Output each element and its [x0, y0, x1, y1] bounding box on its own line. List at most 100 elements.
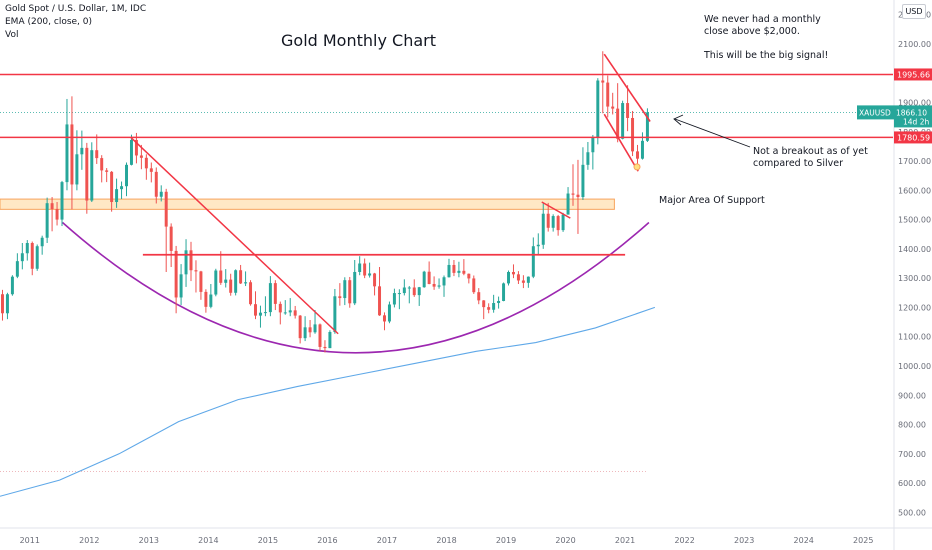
y-tick-label: 1500.00	[898, 216, 931, 225]
y-tick-label: 1700.00	[898, 157, 931, 166]
candle-body	[159, 191, 163, 197]
candle-body	[576, 194, 580, 198]
candle-body	[472, 278, 476, 293]
candle-body	[601, 80, 605, 83]
y-tick-label: 1200.00	[898, 303, 931, 312]
candle-body	[303, 327, 307, 339]
candle-body	[20, 253, 24, 262]
candle-body	[154, 171, 158, 197]
candle-body	[497, 300, 501, 304]
trendline	[541, 201, 571, 219]
candle-body	[437, 285, 441, 287]
candle-body	[442, 277, 446, 286]
y-tick-label: 1100.00	[898, 333, 931, 342]
candle-body	[70, 124, 74, 185]
y-tick-label: 1900.00	[898, 98, 931, 107]
note-monthly-close: We never had a monthly close above $2,00…	[704, 14, 829, 61]
candle-body	[214, 270, 218, 295]
candle-body	[452, 264, 456, 273]
candle-body	[645, 112, 649, 141]
candle-body	[105, 170, 109, 172]
wedge-line	[603, 113, 639, 172]
candle-body	[239, 270, 243, 284]
candle-body	[536, 244, 540, 247]
candle-body	[244, 282, 248, 284]
candle-body	[482, 300, 486, 308]
candle-body	[447, 264, 451, 278]
y-tick-label: 700.00	[898, 450, 926, 459]
candle-body	[457, 270, 461, 273]
candle-body	[283, 312, 287, 314]
candle-body	[100, 158, 104, 171]
x-tick-label: 2023	[734, 536, 754, 545]
candle-body	[417, 287, 421, 296]
candle-body	[516, 274, 520, 281]
symbol-badge-label: XAUUSD	[859, 108, 891, 117]
candle-body	[566, 193, 570, 215]
candle-body	[5, 294, 9, 314]
level-badge-label: 1780.59	[897, 133, 930, 142]
rounding-bottom-arc	[61, 221, 650, 354]
symbol-line: Gold Spot / U.S. Dollar, 1M, IDC	[5, 4, 147, 14]
candle-body	[507, 271, 511, 284]
wedge-line	[603, 53, 651, 122]
x-tick-label: 2021	[615, 536, 635, 545]
ema-indicator-line[interactable]: EMA (200, close, 0)	[5, 17, 93, 27]
candle-body	[591, 137, 595, 153]
note-support-area: Major Area Of Support	[659, 195, 765, 206]
candle-body	[382, 315, 386, 322]
candle-body	[328, 332, 332, 349]
candle-body	[561, 214, 565, 231]
candle-body	[134, 139, 138, 156]
candle-body	[596, 80, 600, 138]
x-tick-label: 2013	[139, 536, 159, 545]
candle-body	[174, 250, 178, 298]
candle-body	[546, 213, 550, 228]
candle-body	[50, 203, 54, 210]
candle-body	[15, 261, 19, 277]
candle-body	[402, 287, 406, 294]
candle-body	[373, 273, 377, 287]
candle-body	[526, 276, 530, 283]
x-tick-label: 2025	[853, 536, 873, 545]
candle-body	[358, 263, 362, 272]
candle-body	[477, 292, 481, 301]
candle-body	[432, 283, 436, 287]
candle-body	[333, 296, 337, 333]
y-tick-label: 900.00	[898, 391, 926, 400]
candle-body	[571, 193, 575, 195]
candle-body	[40, 237, 44, 247]
candle-body	[234, 270, 238, 293]
candle-body	[184, 250, 188, 275]
candle-body	[179, 274, 183, 298]
x-tick-label: 2019	[496, 536, 516, 545]
currency-badge[interactable]: USD	[902, 4, 926, 19]
candle-body	[640, 140, 644, 159]
x-tick-label: 2012	[79, 536, 99, 545]
candle-body	[308, 327, 312, 333]
volume-indicator-line[interactable]: Vol	[5, 30, 19, 40]
candle-body	[298, 315, 302, 339]
x-tick-label: 2016	[317, 536, 337, 545]
candle-body	[110, 171, 114, 203]
candle-body	[60, 182, 64, 220]
candle-body	[194, 270, 198, 272]
annotation-arrow	[674, 118, 751, 148]
price-badge	[894, 105, 932, 128]
candle-body	[323, 346, 327, 349]
candle-body	[636, 151, 639, 159]
candle-body	[521, 280, 525, 283]
y-tick-label: 600.00	[898, 479, 926, 488]
candle-body	[616, 108, 620, 139]
x-tick-label: 2015	[258, 536, 278, 545]
candle-body	[169, 226, 173, 251]
note-not-breakout: Not a breakout as of yet compared to Sil…	[753, 146, 868, 169]
candle-body	[313, 324, 317, 333]
y-tick-label: 800.00	[898, 421, 926, 430]
candle-body	[343, 280, 347, 299]
level-badge-label: 1995.66	[897, 70, 930, 79]
candle-body	[204, 291, 208, 307]
candle-body	[85, 147, 89, 201]
candle-body	[30, 243, 34, 269]
